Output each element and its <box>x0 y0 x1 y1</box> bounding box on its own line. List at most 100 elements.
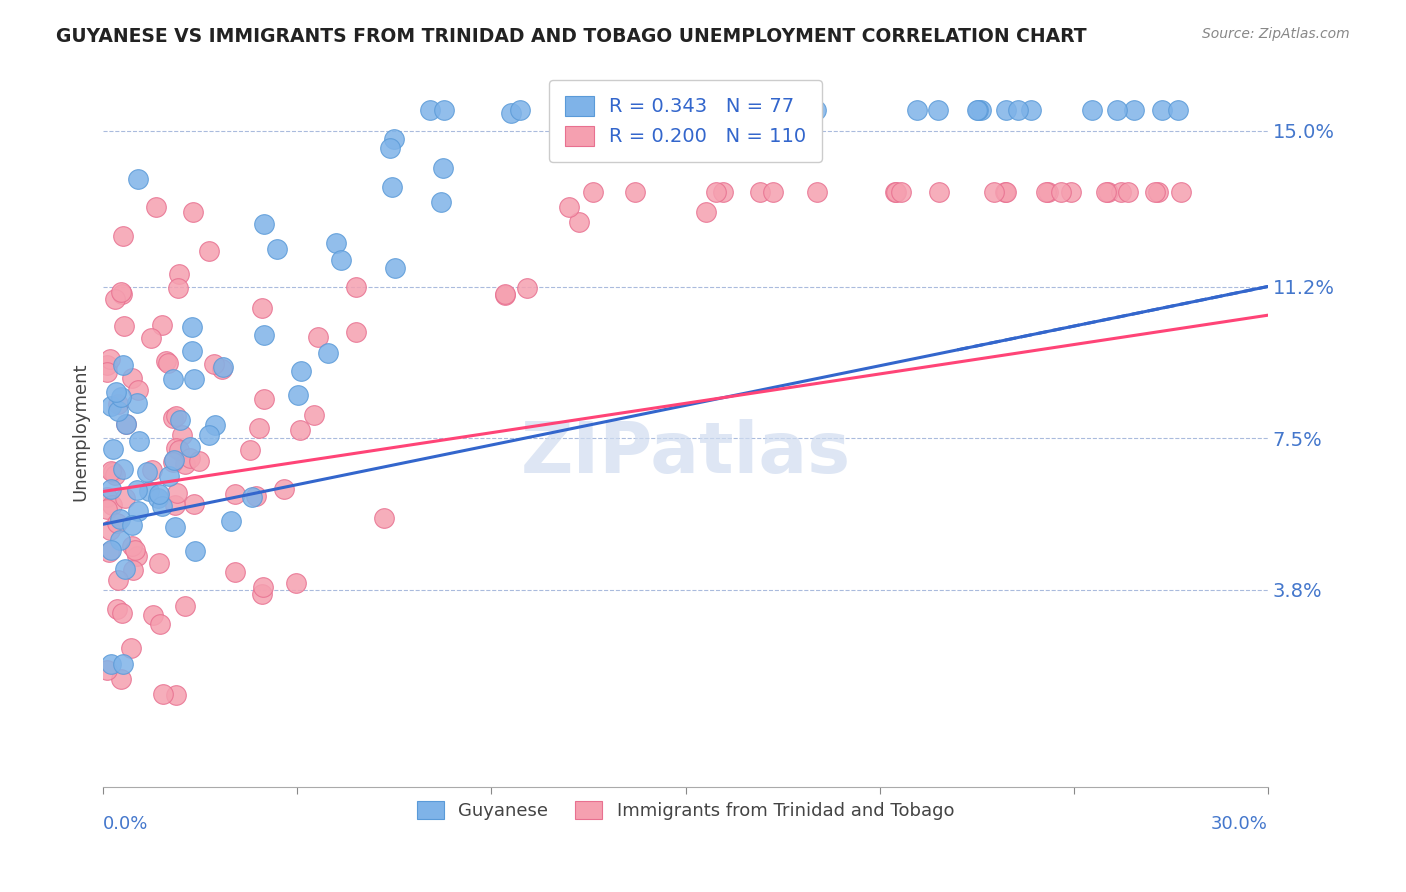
Point <box>219 514 242 528</box>
Point <box>127 504 149 518</box>
Point <box>1036 185 1059 199</box>
Point <box>247 421 270 435</box>
Point <box>242 491 264 505</box>
Point <box>239 443 262 458</box>
Point <box>110 285 132 300</box>
Point <box>967 103 990 118</box>
Point <box>110 390 132 404</box>
Point <box>509 103 531 118</box>
Point <box>1007 103 1029 118</box>
Point <box>1167 103 1189 118</box>
Point <box>111 229 134 244</box>
Point <box>1060 185 1083 199</box>
Point <box>125 396 148 410</box>
Point <box>1035 185 1057 199</box>
Point <box>136 465 159 479</box>
Point <box>167 442 190 457</box>
Point <box>983 185 1005 199</box>
Point <box>165 409 187 424</box>
Point <box>112 318 135 333</box>
Point <box>695 204 717 219</box>
Point <box>179 440 201 454</box>
Point <box>568 215 591 229</box>
Point <box>100 498 122 512</box>
Point <box>579 103 602 118</box>
Point <box>105 516 128 530</box>
Point <box>100 399 122 413</box>
Point <box>162 372 184 386</box>
Point <box>98 523 121 537</box>
Point <box>290 423 312 437</box>
Point <box>762 185 785 199</box>
Legend: R = 0.343   N = 77, R = 0.200   N = 110: R = 0.343 N = 77, R = 0.200 N = 110 <box>548 80 823 162</box>
Point <box>344 280 367 294</box>
Point <box>752 103 775 118</box>
Point <box>96 365 118 379</box>
Point <box>165 688 187 702</box>
Point <box>804 103 827 118</box>
Point <box>125 483 148 498</box>
Point <box>494 288 516 302</box>
Point <box>122 563 145 577</box>
Point <box>994 103 1017 118</box>
Point <box>110 672 132 686</box>
Point <box>970 103 993 118</box>
Point <box>204 418 226 433</box>
Point <box>749 185 772 199</box>
Point <box>224 565 246 579</box>
Point <box>266 243 288 257</box>
Point <box>96 663 118 677</box>
Point <box>432 161 454 175</box>
Point <box>157 356 180 370</box>
Point <box>163 453 186 467</box>
Point <box>1109 185 1132 199</box>
Point <box>100 657 122 671</box>
Text: 30.0%: 30.0% <box>1211 815 1268 833</box>
Point <box>114 561 136 575</box>
Point <box>994 185 1017 199</box>
Point <box>287 388 309 402</box>
Point <box>108 533 131 547</box>
Point <box>253 392 276 407</box>
Point <box>108 512 131 526</box>
Point <box>307 330 329 344</box>
Point <box>198 244 221 259</box>
Point <box>98 351 121 366</box>
Point <box>433 103 456 118</box>
Point <box>165 441 187 455</box>
Point <box>245 489 267 503</box>
Point <box>162 455 184 469</box>
Point <box>111 657 134 671</box>
Point <box>966 103 988 118</box>
Point <box>501 105 523 120</box>
Point <box>252 580 274 594</box>
Point <box>172 428 194 442</box>
Point <box>1150 103 1173 118</box>
Point <box>1097 185 1119 199</box>
Point <box>120 641 142 656</box>
Point <box>1170 185 1192 199</box>
Point <box>142 608 165 623</box>
Point <box>184 544 207 558</box>
Point <box>121 518 143 533</box>
Point <box>114 491 136 505</box>
Point <box>325 235 347 250</box>
Point <box>162 410 184 425</box>
Point <box>107 396 129 410</box>
Point <box>197 428 219 442</box>
Point <box>302 408 325 422</box>
Point <box>150 318 173 332</box>
Point <box>141 462 163 476</box>
Point <box>150 499 173 513</box>
Point <box>98 545 121 559</box>
Point <box>181 204 204 219</box>
Point <box>624 185 647 199</box>
Text: Source: ZipAtlas.com: Source: ZipAtlas.com <box>1202 27 1350 41</box>
Point <box>1081 103 1104 118</box>
Point <box>1147 185 1170 199</box>
Point <box>152 686 174 700</box>
Point <box>167 268 190 282</box>
Point <box>250 301 273 315</box>
Point <box>419 103 441 118</box>
Y-axis label: Unemployment: Unemployment <box>72 363 89 501</box>
